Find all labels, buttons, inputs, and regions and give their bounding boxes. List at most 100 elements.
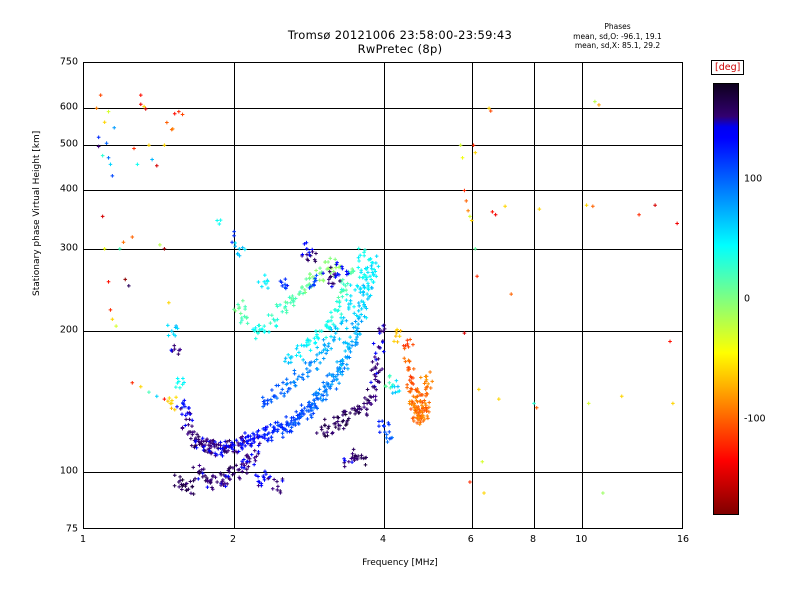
data-point bbox=[371, 341, 376, 346]
x-tick-label: 10 bbox=[575, 534, 588, 545]
data-point bbox=[305, 247, 309, 251]
data-point bbox=[421, 405, 425, 410]
data-point bbox=[413, 408, 418, 413]
data-point bbox=[316, 391, 321, 396]
data-point bbox=[293, 296, 298, 301]
data-point bbox=[265, 438, 270, 443]
data-point bbox=[280, 284, 285, 288]
data-point bbox=[162, 143, 167, 148]
data-point bbox=[619, 394, 624, 399]
data-point bbox=[292, 371, 297, 376]
data-point bbox=[487, 106, 491, 111]
data-point bbox=[424, 377, 429, 382]
data-point bbox=[420, 415, 425, 420]
data-point bbox=[215, 480, 219, 484]
y-tick-label: 300 bbox=[59, 242, 78, 254]
colorbar-unit-label: [deg] bbox=[711, 60, 745, 75]
data-point bbox=[369, 368, 374, 373]
data-point bbox=[364, 277, 368, 282]
data-point bbox=[418, 399, 422, 404]
data-point bbox=[279, 422, 284, 427]
data-point bbox=[237, 475, 241, 480]
data-point bbox=[189, 443, 194, 448]
data-point bbox=[586, 401, 591, 406]
data-point bbox=[269, 438, 274, 443]
data-point bbox=[488, 109, 493, 113]
data-point bbox=[637, 212, 641, 217]
data-point bbox=[341, 418, 346, 423]
data-point bbox=[272, 477, 276, 482]
data-point bbox=[309, 415, 314, 420]
data-point bbox=[208, 440, 212, 445]
data-point bbox=[319, 425, 324, 429]
data-point bbox=[268, 422, 273, 427]
data-point bbox=[352, 311, 357, 316]
data-point bbox=[291, 380, 296, 384]
data-point bbox=[231, 466, 235, 470]
data-point bbox=[377, 380, 382, 384]
data-point bbox=[369, 380, 373, 385]
data-point bbox=[336, 372, 340, 377]
data-point bbox=[380, 367, 384, 371]
data-point bbox=[493, 212, 498, 217]
data-point bbox=[233, 244, 238, 249]
data-point bbox=[325, 348, 330, 353]
data-point bbox=[313, 259, 318, 264]
data-point bbox=[218, 218, 223, 222]
data-point bbox=[372, 384, 377, 389]
data-point bbox=[509, 292, 513, 296]
data-point bbox=[180, 382, 185, 387]
data-point bbox=[361, 289, 366, 294]
data-point bbox=[321, 393, 326, 398]
data-point bbox=[377, 419, 381, 424]
data-point bbox=[340, 372, 344, 377]
data-point bbox=[285, 389, 290, 394]
data-point bbox=[365, 387, 370, 392]
data-point bbox=[298, 290, 302, 294]
data-point bbox=[344, 326, 349, 331]
data-point bbox=[176, 352, 181, 356]
data-point bbox=[256, 443, 261, 448]
y-tick-label: 500 bbox=[59, 138, 78, 150]
data-point bbox=[329, 310, 333, 315]
data-point bbox=[397, 334, 402, 339]
data-point bbox=[275, 479, 279, 484]
data-point bbox=[369, 402, 374, 406]
data-point bbox=[328, 275, 332, 280]
data-point bbox=[356, 316, 361, 321]
data-point bbox=[240, 245, 245, 250]
data-point bbox=[305, 417, 310, 421]
data-point bbox=[355, 407, 360, 412]
data-point bbox=[373, 398, 378, 402]
data-point bbox=[415, 421, 419, 425]
data-point bbox=[315, 367, 320, 372]
data-point bbox=[273, 420, 278, 425]
data-point bbox=[291, 303, 296, 308]
data-point bbox=[324, 335, 328, 340]
data-point bbox=[348, 350, 353, 354]
data-point bbox=[282, 391, 287, 396]
data-point bbox=[264, 282, 268, 286]
data-point bbox=[258, 441, 262, 446]
data-point bbox=[377, 345, 381, 350]
data-point bbox=[374, 254, 379, 258]
data-point bbox=[285, 283, 290, 288]
data-point bbox=[394, 334, 398, 338]
data-point bbox=[308, 369, 312, 373]
data-point bbox=[466, 208, 470, 213]
data-point bbox=[290, 355, 294, 359]
data-point bbox=[354, 337, 358, 342]
data-point bbox=[353, 331, 357, 335]
data-point bbox=[242, 466, 246, 470]
data-point bbox=[172, 111, 177, 116]
data-point bbox=[312, 336, 317, 341]
data-point bbox=[415, 394, 419, 399]
data-point bbox=[322, 417, 327, 422]
data-point bbox=[417, 422, 422, 427]
data-point bbox=[177, 109, 181, 114]
data-point bbox=[240, 442, 245, 447]
data-point bbox=[247, 456, 252, 461]
data-point bbox=[185, 411, 190, 415]
data-point bbox=[183, 404, 187, 409]
data-point bbox=[391, 382, 395, 387]
